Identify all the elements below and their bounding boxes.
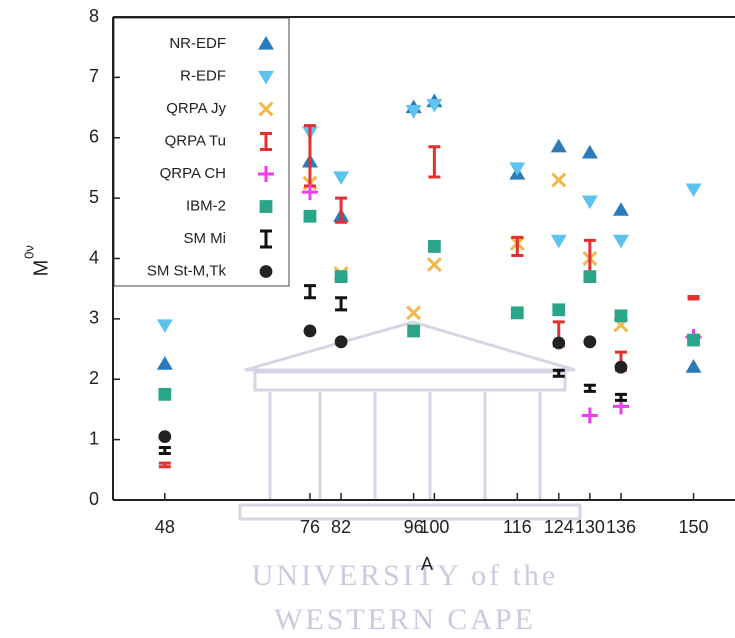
marker-circle (583, 335, 597, 349)
x-axis-label: A (421, 554, 433, 574)
marker-triangle (550, 234, 567, 249)
legend-marker (258, 70, 274, 85)
marker-circle (334, 335, 348, 349)
marker-square (687, 333, 700, 347)
error-bar (158, 445, 171, 456)
legend-label: QRPA CH (160, 165, 226, 182)
legend-marker (260, 229, 272, 249)
x-tick-label: 130 (575, 517, 605, 537)
marker-triangle (509, 162, 526, 176)
marker-triangle (156, 356, 173, 370)
marker-triangle (685, 359, 702, 373)
watermark-text: UNIVERSITY of the (252, 559, 559, 592)
legend-marker (258, 101, 274, 117)
marker-square (334, 270, 348, 284)
marker-plus (581, 407, 598, 424)
marker-square (583, 270, 597, 284)
error-bar (583, 383, 596, 393)
x-tick-label: 116 (503, 517, 532, 537)
legend-label: NR-EDF (169, 35, 226, 52)
marker-circle (158, 430, 172, 444)
y-axis-label-sup: 0ν (21, 245, 36, 259)
marker-plus (301, 184, 318, 201)
legend-marker (258, 166, 274, 182)
marker-triangle (426, 98, 443, 113)
marker-cross (426, 257, 442, 272)
y-tick-label: 3 (89, 308, 99, 328)
legend-marker (258, 36, 274, 50)
y-tick-label: 7 (89, 66, 99, 86)
error-bar (552, 368, 565, 378)
marker-square (303, 209, 317, 223)
legend-marker (260, 132, 272, 151)
error-bar (303, 284, 316, 300)
x-tick-label: 124 (544, 517, 574, 537)
y-tick-label: 2 (89, 368, 99, 388)
watermark-text: WESTERN CAPE (274, 603, 536, 636)
legend-label: R-EDF (180, 67, 226, 84)
marker-triangle (581, 195, 598, 210)
x-tick-label: 82 (331, 517, 351, 537)
marker-square (510, 306, 524, 320)
y-tick-label: 1 (89, 428, 99, 448)
y-tick-label: 0 (89, 489, 99, 509)
marker-square (614, 309, 628, 323)
legend-label: QRPA Jy (166, 100, 226, 117)
marker-triangle (581, 144, 598, 159)
error-bar (335, 296, 348, 312)
marker-triangle (685, 183, 702, 198)
marker-circle (303, 324, 317, 338)
legend-marker (259, 200, 273, 213)
marker-triangle (550, 138, 567, 153)
marker-square (427, 240, 441, 253)
x-tick-label: 48 (155, 517, 175, 537)
marker-circle (614, 360, 628, 374)
y-tick-label: 8 (89, 6, 99, 26)
marker-triangle (333, 171, 350, 185)
error-bar (687, 295, 700, 301)
marker-triangle (405, 104, 422, 119)
y-tick-label: 4 (89, 247, 99, 267)
error-bar (614, 392, 627, 402)
marker-triangle (612, 234, 629, 249)
legend-label: QRPA Tu (165, 132, 226, 149)
marker-circle (552, 336, 566, 350)
legend-label: SM Mi (184, 230, 227, 247)
marker-cross (551, 172, 567, 188)
axes (112, 16, 735, 501)
legend-marker (259, 265, 273, 278)
x-tick-label: 100 (419, 517, 449, 537)
error-bar (511, 235, 524, 257)
marker-square (407, 324, 421, 338)
error-bar (158, 461, 171, 469)
marker-cross (406, 305, 422, 321)
y-tick-label: 5 (89, 187, 99, 207)
y-tick-label: 6 (89, 127, 99, 147)
x-tick-label: 76 (300, 517, 320, 537)
x-tick-label: 150 (679, 517, 709, 537)
legend-label: SM St-M,Tk (147, 262, 227, 279)
marker-triangle (156, 319, 173, 333)
legend-box (113, 17, 290, 287)
watermark-building (238, 320, 582, 521)
x-tick-label: 136 (606, 517, 636, 537)
marker-triangle (612, 202, 629, 216)
error-bar (428, 145, 441, 179)
error-bar (335, 196, 348, 224)
legend-label: IBM-2 (186, 197, 226, 214)
marker-square (552, 303, 566, 317)
marker-square (158, 387, 172, 401)
x-tick-label: 96 (404, 517, 424, 537)
y-axis-label: M (30, 260, 52, 277)
